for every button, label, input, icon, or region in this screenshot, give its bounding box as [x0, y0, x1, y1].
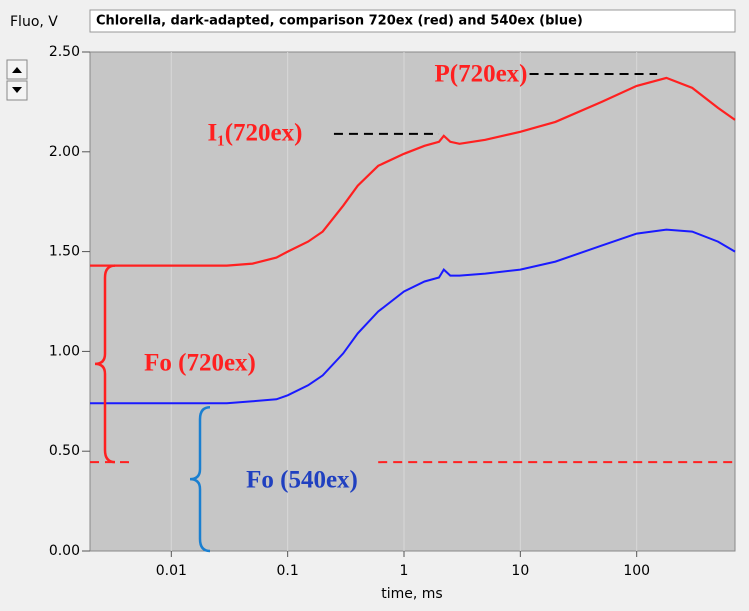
annotation: I₁(720ex) — [208, 120, 303, 147]
series-line — [90, 76, 736, 267]
down-arrow — [12, 87, 22, 93]
x-tick-label: 10 — [511, 563, 529, 579]
chart-title: Chlorella, dark-adapted, comparison 720e… — [96, 14, 583, 29]
brace — [189, 406, 211, 553]
up-arrow — [12, 67, 22, 73]
y-tick-label: 2.00 — [49, 144, 80, 160]
annotation: Fo (720ex) — [144, 350, 256, 377]
y-axis-label: Fluo, V — [10, 14, 58, 30]
plot-area — [89, 51, 736, 552]
title-box — [89, 9, 736, 33]
y-tick-label: 1.00 — [49, 343, 80, 359]
x-tick-label: 0.1 — [277, 563, 299, 579]
y-tick-label: 2.50 — [49, 44, 80, 60]
series-line — [90, 228, 736, 405]
annotation: Fo (540ex) — [246, 467, 358, 494]
y-tick-label: 1.50 — [49, 244, 80, 260]
y-tick-label: 0.50 — [49, 443, 80, 459]
y-tick-label: 0.00 — [49, 543, 80, 559]
annotation: P(720ex) — [434, 61, 527, 88]
brace — [94, 264, 116, 464]
x-axis-label: time, ms — [381, 586, 442, 602]
x-tick-label: 1 — [400, 563, 409, 579]
x-tick-label: 0.01 — [156, 563, 187, 579]
x-tick-label: 100 — [623, 563, 650, 579]
